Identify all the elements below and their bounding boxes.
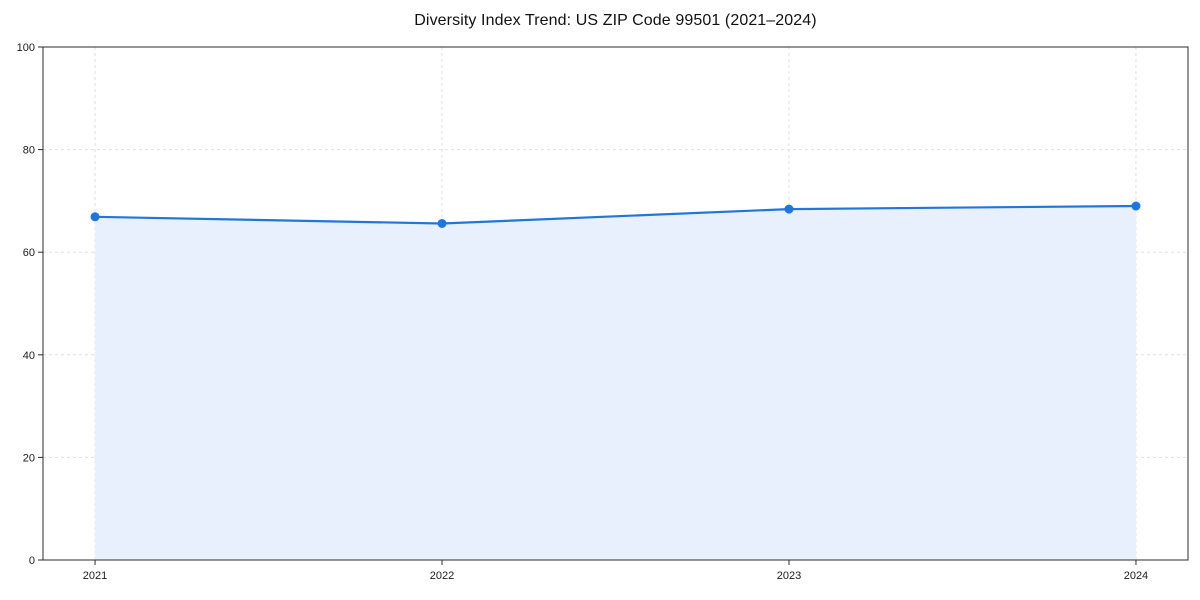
data-point — [90, 212, 100, 222]
y-axis: 0 20 40 60 80 100 — [17, 42, 43, 567]
x-axis: 2021 2022 2023 2024 — [83, 560, 1148, 582]
x-tick-label: 2021 — [83, 570, 107, 582]
y-tick-label: 100 — [17, 42, 35, 54]
x-tick-label: 2023 — [777, 570, 801, 582]
data-point — [784, 204, 794, 214]
y-tick-label: 60 — [23, 247, 35, 259]
chart-title: Diversity Index Trend: US ZIP Code 99501… — [414, 12, 817, 29]
line-series — [93, 204, 1138, 225]
y-tick-label: 20 — [23, 452, 35, 464]
x-tick-label: 2024 — [1124, 570, 1148, 582]
data-point — [1131, 201, 1141, 211]
y-tick-label: 0 — [29, 555, 35, 567]
plot-border — [42, 46, 1189, 561]
area-fill — [95, 206, 1136, 560]
x-tick-label: 2022 — [430, 570, 454, 582]
data-point — [437, 218, 447, 228]
y-tick-label: 40 — [23, 350, 35, 362]
y-tick-label: 80 — [23, 145, 35, 157]
